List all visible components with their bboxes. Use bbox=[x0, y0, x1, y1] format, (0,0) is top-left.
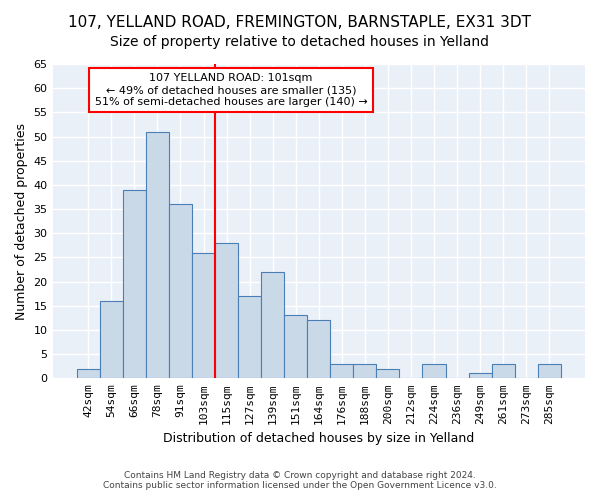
X-axis label: Distribution of detached houses by size in Yelland: Distribution of detached houses by size … bbox=[163, 432, 475, 445]
Bar bbox=[123, 190, 146, 378]
Bar bbox=[491, 364, 515, 378]
Bar bbox=[192, 252, 215, 378]
Bar bbox=[538, 364, 561, 378]
Bar bbox=[215, 243, 238, 378]
Text: Contains HM Land Registry data © Crown copyright and database right 2024.
Contai: Contains HM Land Registry data © Crown c… bbox=[103, 470, 497, 490]
Bar bbox=[77, 368, 100, 378]
Bar bbox=[284, 316, 307, 378]
Bar bbox=[169, 204, 192, 378]
Text: Size of property relative to detached houses in Yelland: Size of property relative to detached ho… bbox=[110, 35, 490, 49]
Text: 107, YELLAND ROAD, FREMINGTON, BARNSTAPLE, EX31 3DT: 107, YELLAND ROAD, FREMINGTON, BARNSTAPL… bbox=[68, 15, 532, 30]
Bar bbox=[238, 296, 261, 378]
Bar bbox=[376, 368, 400, 378]
Bar bbox=[261, 272, 284, 378]
Text: 107 YELLAND ROAD: 101sqm
← 49% of detached houses are smaller (135)
51% of semi-: 107 YELLAND ROAD: 101sqm ← 49% of detach… bbox=[95, 74, 367, 106]
Bar bbox=[307, 320, 330, 378]
Bar bbox=[146, 132, 169, 378]
Bar bbox=[469, 374, 491, 378]
Bar bbox=[330, 364, 353, 378]
Bar bbox=[422, 364, 446, 378]
Bar bbox=[353, 364, 376, 378]
Bar bbox=[100, 301, 123, 378]
Y-axis label: Number of detached properties: Number of detached properties bbox=[15, 122, 28, 320]
